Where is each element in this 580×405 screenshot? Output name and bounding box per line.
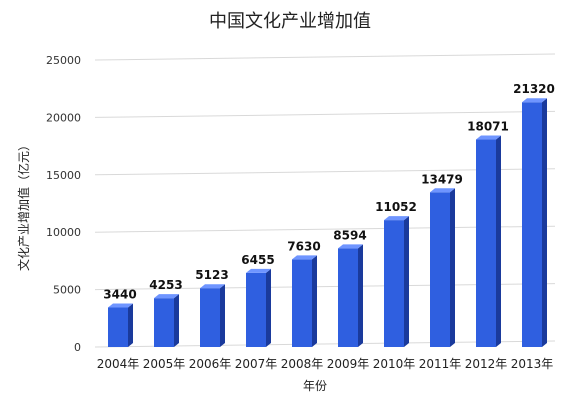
y-tick-label: 15000 <box>46 169 81 182</box>
x-axis-ticks: 2004年 2005年 2006年 2007年 2008年 2009年 2010年 2011年… <box>97 357 554 371</box>
data-label: 21320 <box>513 82 555 96</box>
bar-front <box>338 248 358 347</box>
bar-top <box>246 268 271 273</box>
data-label: 8594 <box>333 228 366 242</box>
bar-front <box>292 259 312 347</box>
x-tick-label: 2009年 <box>327 357 370 371</box>
bar-front <box>200 288 220 347</box>
chart-title: 中国文化产业增加值 <box>209 11 371 32</box>
data-label: 7630 <box>287 239 320 253</box>
bar <box>430 188 455 347</box>
y-tick-label: 20000 <box>46 111 81 124</box>
data-label: 4253 <box>149 278 182 292</box>
bar-top <box>384 216 409 221</box>
bar-top <box>522 98 547 103</box>
bar-top <box>200 284 225 289</box>
bar <box>522 98 547 347</box>
bar-front <box>246 272 266 347</box>
bar <box>292 255 317 347</box>
bar-side <box>312 255 317 347</box>
bar-side <box>174 294 179 347</box>
gridline <box>94 53 556 61</box>
x-tick-label: 2010年 <box>373 357 416 371</box>
bar-side <box>450 188 455 347</box>
x-tick-label: 2006年 <box>189 357 232 371</box>
bar-top <box>154 294 179 299</box>
data-label: 13479 <box>421 172 463 186</box>
bars <box>108 98 547 347</box>
bar <box>338 244 363 347</box>
x-tick-label: 2004年 <box>97 357 140 371</box>
bar-front <box>430 192 450 347</box>
bar-side <box>266 268 271 347</box>
x-tick-label: 2011年 <box>419 357 462 371</box>
y-tick-label: 5000 <box>53 284 81 297</box>
x-axis-title: 年份 <box>303 379 327 393</box>
data-label: 11052 <box>375 200 417 214</box>
data-label: 3440 <box>103 288 136 302</box>
bar-front <box>108 307 128 347</box>
data-labels: 3440 4253 5123 6455 7630 8594 11052 13479 18071 2… <box>103 82 555 301</box>
data-label: 18071 <box>467 120 509 134</box>
gridline <box>94 110 556 118</box>
bar <box>384 216 409 347</box>
y-axis-ticks: 0 5000 10000 15000 20000 25000 <box>46 54 81 354</box>
y-tick-label: 0 <box>74 341 81 354</box>
x-tick-label: 2008年 <box>281 357 324 371</box>
bar-top <box>338 244 363 249</box>
bar-top <box>108 303 133 308</box>
bar-side <box>128 303 133 347</box>
bar-top <box>430 188 455 193</box>
bar <box>154 294 179 347</box>
bar-side <box>542 98 547 347</box>
bar-front <box>522 102 542 347</box>
x-tick-label: 2012年 <box>465 357 508 371</box>
bar-top <box>476 135 501 140</box>
bar <box>108 303 133 347</box>
x-tick-label: 2005年 <box>143 357 186 371</box>
y-tick-label: 10000 <box>46 226 81 239</box>
x-tick-label: 2007年 <box>235 357 278 371</box>
bar <box>476 135 501 347</box>
bar-front <box>154 298 174 347</box>
bar-front <box>476 139 496 347</box>
bar <box>246 268 271 347</box>
bar <box>200 284 225 347</box>
bar-side <box>358 244 363 347</box>
data-label: 6455 <box>241 253 274 267</box>
bar-front <box>384 220 404 347</box>
bar-side <box>496 135 501 347</box>
bar-top <box>292 255 317 260</box>
x-tick-label: 2013年 <box>511 357 554 371</box>
bar-side <box>404 216 409 347</box>
y-tick-label: 25000 <box>46 54 81 67</box>
bar-side <box>220 284 225 347</box>
data-label: 5123 <box>195 268 228 282</box>
y-axis-title: 文化产业增加值（亿元） <box>16 139 31 271</box>
